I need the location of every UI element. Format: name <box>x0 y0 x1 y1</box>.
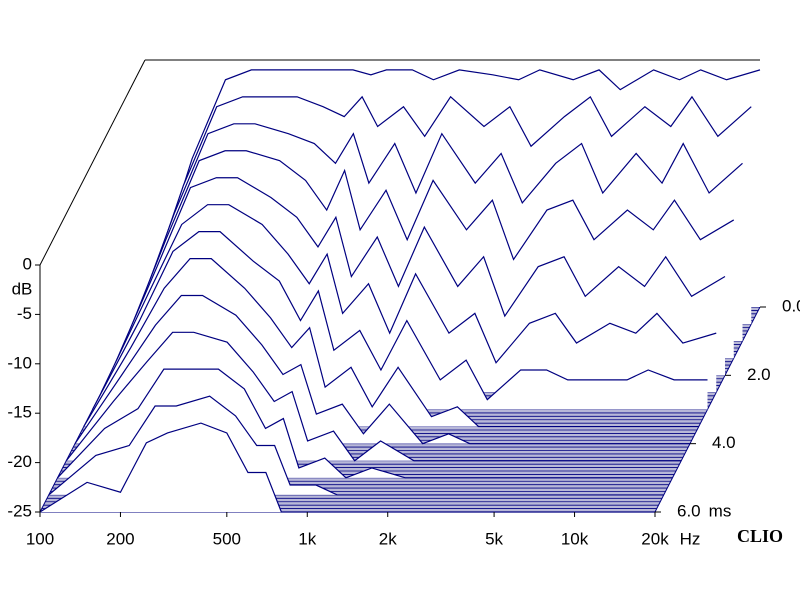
z-unit: ms <box>709 501 732 520</box>
slice-fill <box>40 423 655 512</box>
axes: 0 -5 -10 -15 -20 -25 100 200 500 1k 2k 5k 10k 20k 0.0 2… <box>7 59 800 548</box>
x-tick-label: 1k <box>298 529 316 548</box>
slice-line <box>48 395 664 496</box>
y-tick-label: -20 <box>7 452 32 471</box>
x-unit: Hz <box>680 529 701 548</box>
x-tick-label: 100 <box>26 529 54 548</box>
slice-line <box>57 368 673 479</box>
slice-line <box>109 177 726 376</box>
x-tick-label: 500 <box>213 529 241 548</box>
slices <box>39 69 761 513</box>
brand: CLIO <box>737 526 783 546</box>
y-axis-label: dB <box>12 279 33 298</box>
y-tick-label: 0 <box>23 254 32 273</box>
x-tick-label: 2k <box>379 529 397 548</box>
y-tick-label: -5 <box>17 304 32 323</box>
x-tick-label: 5k <box>485 529 503 548</box>
slice-line <box>91 231 708 410</box>
x-tick-label: 200 <box>106 529 134 548</box>
y-tick-label: -25 <box>7 501 32 520</box>
slice-line <box>100 204 717 393</box>
slice-line <box>74 294 690 445</box>
slice-line <box>126 123 743 342</box>
slice-line <box>135 95 752 325</box>
z-tick-label: 0.0 <box>782 296 800 315</box>
y-tick-label: -15 <box>7 403 32 422</box>
z-tick-label: 4.0 <box>712 433 736 452</box>
slice-line <box>118 150 735 359</box>
y-tick-label: -10 <box>7 353 32 372</box>
x-tick-label: 10k <box>561 529 589 548</box>
z-tick-label: 2.0 <box>747 365 771 384</box>
z-tick-label: 6.0 <box>677 501 701 520</box>
slice-line <box>65 331 682 462</box>
frame-line <box>39 59 146 266</box>
slice-line <box>83 258 699 428</box>
slice-line <box>39 422 655 513</box>
slice-line <box>144 69 761 308</box>
x-tick-label: 20k <box>641 529 669 548</box>
